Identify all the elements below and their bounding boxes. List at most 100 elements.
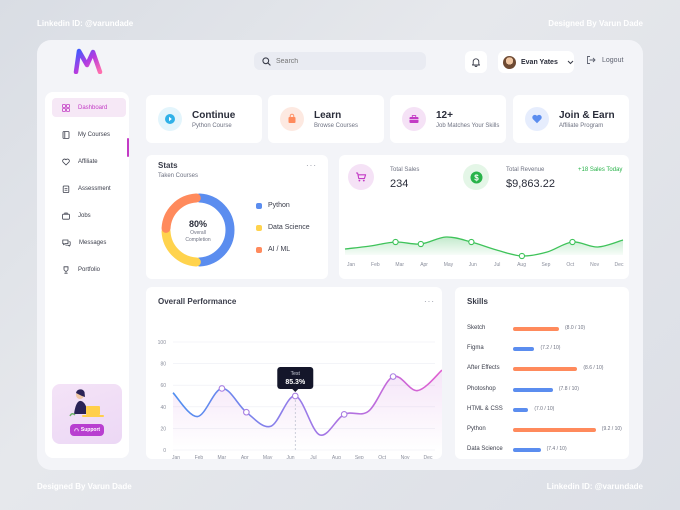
jobs-card[interactable]: 12+ Job Matches Your Skills: [390, 95, 506, 143]
dollar-icon-wrap: $: [463, 164, 489, 190]
skill-value: (8.6 / 10): [583, 365, 604, 372]
sidebar: Dashboard My Courses Affiliate Assessmen…: [45, 92, 129, 458]
sales-x-label-aug: Aug: [517, 262, 526, 268]
perf-y-label-100: 100: [158, 340, 167, 346]
more-options-icon[interactable]: ···: [424, 297, 435, 306]
search-input[interactable]: [276, 57, 416, 65]
perf-x-label-nov: Nov: [401, 455, 410, 459]
sales-x-label-feb: Feb: [371, 262, 380, 268]
skill-name: Figma: [467, 345, 484, 352]
perf-x-label-jul: Jul: [310, 455, 316, 459]
sales-x-label-jan: Jan: [347, 262, 355, 268]
briefcase-icon: [409, 115, 419, 123]
sidebar-item-assessment[interactable]: Assessment: [52, 179, 126, 198]
learn-card[interactable]: Learn Browse Courses: [268, 95, 384, 143]
perf-x-label-feb: Feb: [195, 455, 204, 459]
stats-subtitle: Taken Courses: [158, 173, 199, 179]
trophy-icon: [63, 265, 69, 274]
sales-x-label-dec: Dec: [615, 262, 624, 268]
app-logo[interactable]: [73, 48, 103, 74]
support-button[interactable]: Support: [70, 424, 104, 436]
affiliate-title: Join & Earn: [559, 109, 615, 121]
logout-label: Logout: [602, 56, 624, 64]
perf-x-label-aug: Aug: [332, 455, 341, 459]
sales-x-label-jul: Jul: [494, 262, 500, 268]
sidebar-item-dashboard[interactable]: Dashboard: [52, 98, 126, 117]
perf-x-label-apr: Apr: [241, 455, 249, 459]
perf-tooltip: [277, 367, 314, 389]
skill-row: HTML & CSS (7.0 / 10): [467, 405, 627, 415]
perf-x-label-mar: Mar: [218, 455, 227, 459]
continue-card[interactable]: Continue Python Course: [146, 95, 262, 143]
heart-icon: [62, 158, 70, 165]
briefcase-icon: [62, 212, 70, 220]
sales-point-mar: [392, 238, 399, 246]
skill-row: Photoshop (7.8 / 10): [467, 385, 627, 395]
learn-title: Learn: [314, 109, 342, 121]
sales-x-label-may: May: [444, 262, 454, 268]
perf-area-fill: [173, 370, 442, 450]
sidebar-item-jobs[interactable]: Jobs: [52, 206, 126, 225]
perf-x-label-oct: Oct: [378, 455, 386, 459]
affiliate-card[interactable]: Join & Earn Affiliate Program: [513, 95, 629, 143]
sidebar-item-label: Affiliate: [78, 158, 98, 165]
logout-button[interactable]: Logout: [586, 55, 623, 65]
completion-label-2: Completion: [185, 237, 211, 243]
dollar-icon: $: [470, 171, 482, 183]
jobs-icon-wrap: [402, 107, 426, 131]
perf-y-label-60: 60: [160, 383, 166, 389]
sidebar-item-my-courses[interactable]: My Courses: [52, 125, 126, 144]
support-card: Support: [52, 384, 122, 444]
sales-x-label-sep: Sep: [541, 262, 550, 268]
perf-y-label-80: 80: [160, 362, 166, 368]
skill-bar: [513, 327, 559, 331]
skill-value: (7.4 / 10): [546, 446, 567, 453]
sidebar-item-label: Assessment: [78, 185, 111, 192]
sales-x-label-nov: Nov: [590, 262, 599, 268]
skill-row: Python (9.2 / 10): [467, 425, 627, 435]
skill-bar: [513, 448, 541, 453]
sidebar-item-label: Portfolio: [78, 266, 101, 273]
headset-icon: [74, 427, 79, 431]
user-menu[interactable]: Evan Yates: [498, 51, 574, 73]
skill-bar: [513, 407, 529, 412]
stats-title: Stats: [158, 161, 178, 170]
skill-value: (9.2 / 10): [601, 426, 622, 432]
skill-row: Sketch (8.0 / 10): [467, 324, 627, 334]
continue-subtitle: Python Course: [192, 122, 232, 129]
sales-x-label-oct: Oct: [566, 262, 574, 268]
skill-bar: [513, 428, 596, 432]
svg-text:$: $: [474, 173, 479, 182]
sidebar-item-label: Dashboard: [78, 104, 108, 111]
notification-button[interactable]: [465, 51, 487, 73]
logout-icon: [587, 56, 596, 64]
bell-icon: [471, 58, 481, 67]
more-options-icon[interactable]: ···: [306, 161, 317, 170]
sales-card: Total Sales 234 $ Total Revenue $9,863.2…: [339, 155, 629, 279]
sidebar-item-affiliate[interactable]: Affiliate: [52, 152, 126, 171]
skill-bar: [513, 387, 553, 392]
perf-tooltip-value: 85.3%: [285, 379, 306, 386]
skill-name: Data Science: [467, 446, 503, 453]
affiliate-icon-wrap: [525, 107, 549, 131]
sidebar-item-label: My Courses: [78, 131, 111, 138]
donut-slice-data-science: [161, 227, 201, 267]
search-bar[interactable]: [254, 52, 426, 70]
donut-slice-ai-ml: [161, 193, 201, 233]
support-label: Support: [80, 427, 101, 433]
perf-x-label-jan: Jan: [172, 455, 180, 459]
skill-bar: [513, 347, 535, 352]
sales-x-label-jun: Jun: [469, 262, 477, 268]
sidebar-item-label: Jobs: [78, 212, 91, 219]
perf-y-label-0: 0: [163, 448, 166, 454]
sidebar-item-portfolio[interactable]: Portfolio: [52, 260, 126, 279]
perf-x-label-may: May: [263, 455, 273, 459]
sidebar-item-messages[interactable]: Messages: [52, 233, 126, 252]
total-sales-label: Total Sales: [390, 167, 420, 173]
affiliate-subtitle: Affiliate Program: [559, 122, 604, 129]
skills-title: Skills: [467, 297, 488, 306]
skill-name: Python: [467, 426, 486, 432]
perf-x-label-dec: Dec: [424, 455, 433, 459]
support-illustration: [69, 389, 104, 417]
skill-value: (7.8 / 10): [558, 385, 579, 392]
